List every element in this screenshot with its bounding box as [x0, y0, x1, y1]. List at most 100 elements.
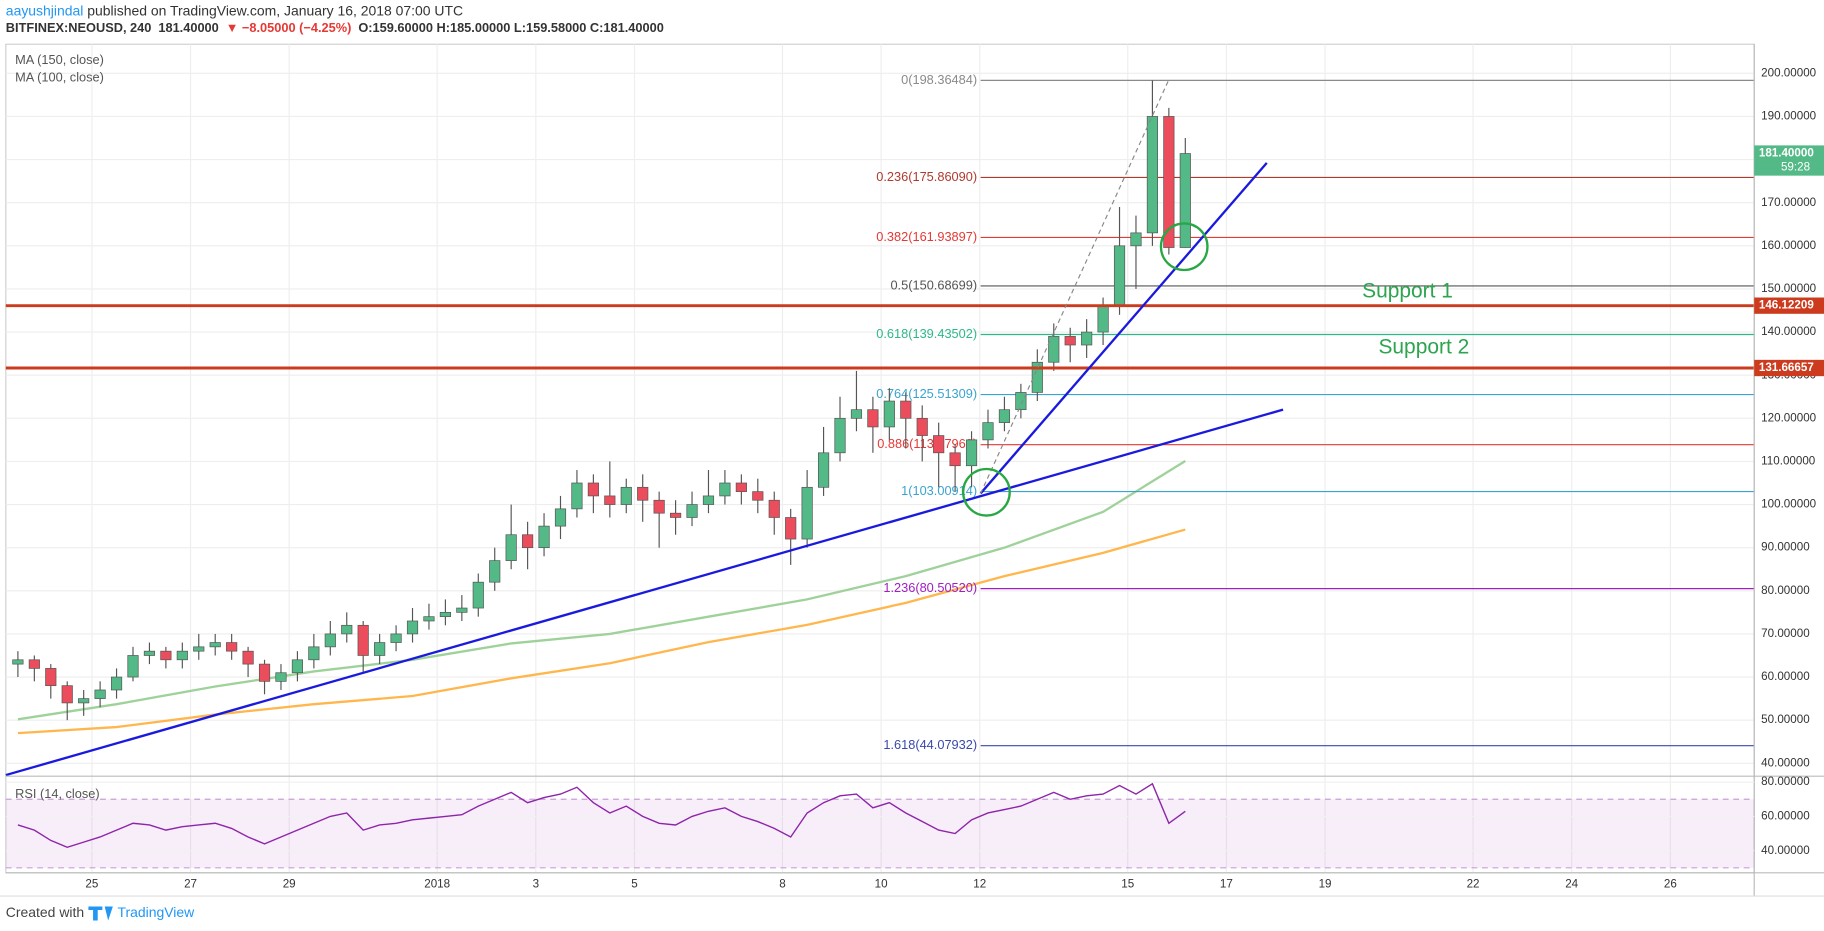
rsi-band — [5, 799, 1755, 868]
y-tick-label: 200.00000 — [1761, 66, 1816, 79]
candle-body — [883, 400, 895, 428]
candle-body — [670, 512, 682, 518]
grid — [5, 44, 1755, 873]
drawings: Support 1 Support 2 — [5, 78, 1469, 777]
candle-body — [61, 685, 73, 704]
trend-line — [979, 162, 1268, 495]
candle-body — [1081, 331, 1093, 346]
price-badge-label: 146.12209 — [1759, 299, 1814, 312]
candle-body — [324, 633, 336, 648]
candle-body — [965, 439, 978, 467]
rsi-pane — [5, 781, 1755, 869]
x-tick-label: 24 — [1565, 878, 1578, 891]
candle-body — [1146, 116, 1159, 234]
y-tick-label: 50.00000 — [1761, 713, 1810, 726]
candle-body — [752, 491, 764, 501]
candle-body — [1064, 336, 1076, 346]
x-tick-label: 26 — [1664, 878, 1677, 891]
candle-body — [1048, 336, 1060, 363]
candle-body — [686, 504, 698, 518]
footer-brand[interactable]: TradingView — [117, 904, 195, 920]
y-tick-label: 170.00000 — [1761, 196, 1816, 209]
candle-body — [604, 495, 616, 505]
candle-body — [472, 581, 484, 609]
rsi-tick-label: 80.00000 — [1761, 775, 1810, 788]
candle-body — [850, 409, 863, 419]
x-tick-label: 22 — [1467, 878, 1480, 891]
candle-body — [374, 642, 386, 656]
y-tick-label: 160.00000 — [1761, 239, 1816, 252]
candle-body — [538, 525, 550, 549]
candle-body — [176, 650, 188, 661]
rsi-tick-label: 40.00000 — [1761, 844, 1810, 857]
candle-body — [127, 655, 139, 678]
y-tick-label: 70.00000 — [1761, 627, 1810, 640]
highlight-circle — [962, 467, 1011, 517]
candle-body — [78, 698, 90, 704]
fib-connector — [980, 78, 1170, 494]
price: 181.40000 — [158, 20, 218, 35]
candle-body — [1031, 361, 1043, 393]
candle-body — [406, 620, 419, 635]
fib-label: 0.236(175.86090) — [876, 169, 977, 184]
y-tick-label: 150.00000 — [1761, 282, 1816, 295]
fib-label: 0.886(113.87969) — [877, 436, 977, 451]
candle-body — [785, 517, 797, 540]
fibonacci: 0(198.36484) 0.236(175.86090) 0.382(161.93… — [876, 72, 1755, 752]
candle-body — [900, 400, 912, 419]
candle-body — [439, 612, 451, 618]
candle-body — [242, 650, 254, 665]
author[interactable]: aayushjindal — [6, 2, 84, 18]
annotation: Support 2 — [1378, 335, 1469, 358]
candle-body — [817, 452, 830, 488]
candle-body — [94, 689, 106, 699]
x-tick-label: 25 — [85, 878, 98, 891]
candle-body — [143, 650, 156, 656]
price-badge-label: 131.66657 — [1759, 361, 1814, 374]
candle-body — [949, 452, 961, 467]
fib-label: 0.5(150.68699) — [890, 277, 977, 292]
candle-body — [1130, 232, 1142, 247]
candle-body — [735, 482, 747, 492]
fib-label: 1(103.00914) — [901, 483, 977, 498]
highlight-circle — [1159, 222, 1209, 272]
price-badge — [1754, 359, 1824, 377]
candle-body — [28, 659, 40, 669]
candle-body — [193, 646, 205, 652]
fib-label: 0.618(139.43502) — [876, 326, 977, 341]
published: published on TradingView.com, January 16… — [83, 2, 463, 18]
candle-body — [982, 422, 994, 441]
x-tick-label: 3 — [533, 878, 539, 891]
candle-body — [45, 668, 57, 687]
candle-body — [160, 650, 172, 661]
candle-body — [719, 482, 731, 497]
candle-body — [308, 646, 320, 661]
symbol: BITFINEX:NEOUSD, 240 — [6, 20, 152, 35]
candle-body — [933, 435, 945, 454]
candles — [12, 80, 1191, 721]
header-line: aayushjindal published on TradingView.co… — [6, 2, 463, 18]
fib-label: 1.236(80.50520) — [883, 580, 977, 595]
y-tick-label: 40.00000 — [1761, 756, 1810, 769]
legend-entry: MA (100, close) — [15, 69, 104, 84]
candle-body — [357, 624, 369, 656]
candle-body — [620, 486, 632, 505]
candle-body — [12, 659, 24, 665]
candle-body — [571, 482, 583, 510]
y-tick-label: 190.00000 — [1761, 110, 1816, 123]
candle-body — [1163, 116, 1175, 248]
candle-body — [702, 495, 715, 505]
candle-body — [998, 409, 1011, 423]
last-price-badge — [1754, 145, 1824, 176]
change: ▼ −8.05000 (−4.25%) — [226, 20, 352, 35]
candle-body — [522, 534, 534, 549]
candle-body — [291, 659, 304, 674]
rsi-tick-label: 60.00000 — [1761, 809, 1810, 822]
x-tick-label: 12 — [973, 878, 986, 891]
candle-body — [1113, 245, 1126, 307]
footer-text: Created with — [6, 904, 84, 920]
y-tick-label: 100.00000 — [1761, 498, 1816, 511]
